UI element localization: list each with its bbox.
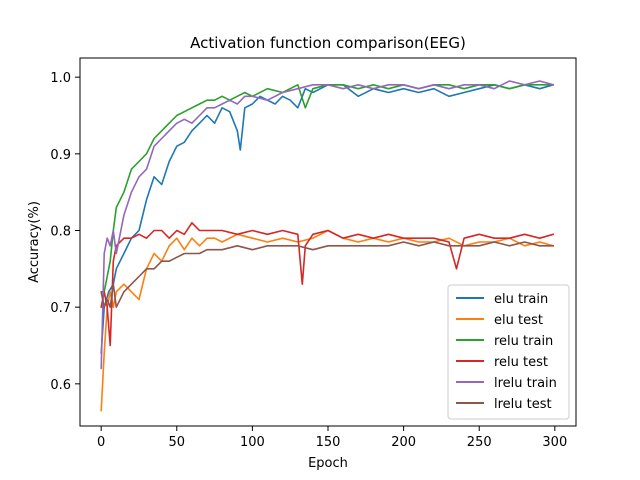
y-tick-label: 0.9 (50, 148, 71, 163)
x-tick-label: 250 (467, 435, 492, 450)
legend-label: relu test (494, 355, 548, 370)
x-tick-label: 300 (542, 435, 567, 450)
x-tick-label: 150 (316, 435, 341, 450)
series-line-2 (100, 84, 555, 293)
series-line-4 (100, 80, 555, 370)
x-tick-label: 50 (169, 435, 186, 450)
series-lines (100, 80, 555, 412)
y-tick-label: 0.7 (50, 301, 71, 316)
legend: elu train elu test relu train relu test lrel… (447, 284, 570, 420)
series-line-5 (100, 241, 555, 309)
y-tick-label: 0.6 (50, 378, 71, 393)
x-tick-label: 0 (97, 435, 105, 450)
legend-label: relu train (494, 334, 553, 349)
x-axis-ticks: 0 50 100 150 200 250 300 (97, 426, 567, 450)
chart-title: Activation function comparison(EEG) (190, 34, 466, 52)
legend-label: lrelu train (494, 376, 557, 391)
series-line-0 (100, 84, 555, 355)
series-line-3 (100, 222, 555, 347)
x-tick-label: 200 (391, 435, 416, 450)
x-tick-label: 100 (240, 435, 265, 450)
x-axis-label: Epoch (308, 456, 348, 471)
y-axis-label: Accuracy(%) (27, 201, 42, 283)
y-axis-ticks: 0.6 0.7 0.8 0.9 1.0 (50, 71, 80, 393)
legend-label: elu train (494, 292, 548, 307)
series-line-1 (100, 229, 555, 412)
plot-area (79, 57, 577, 427)
legend-label: elu test (494, 313, 543, 328)
legend-label: lrelu test (494, 397, 552, 412)
y-tick-label: 0.8 (50, 225, 71, 240)
y-tick-label: 1.0 (50, 71, 71, 86)
